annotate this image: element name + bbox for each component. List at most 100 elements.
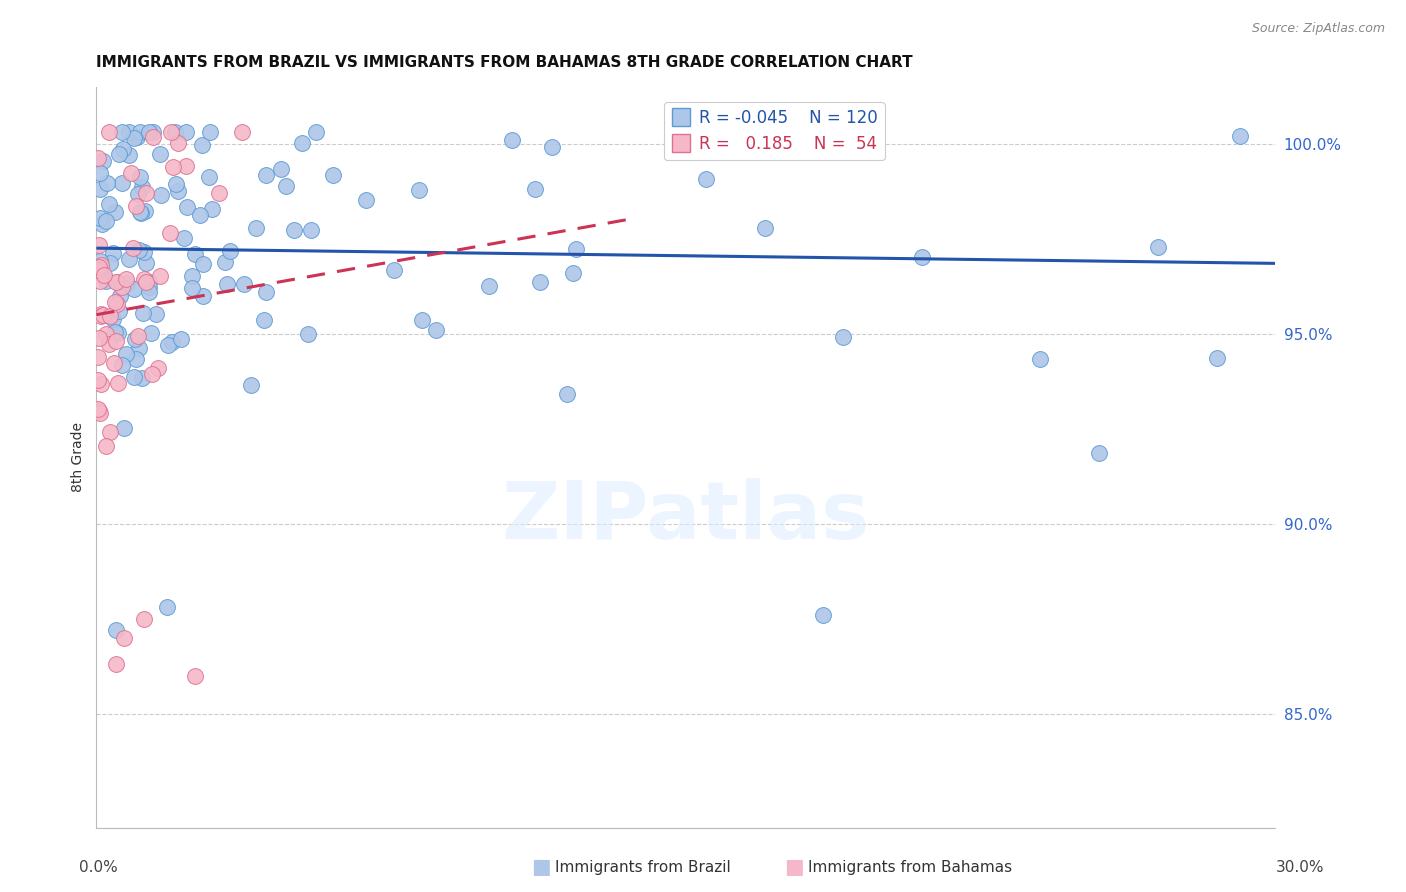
Point	[118, 148, 141, 162]
Point	[91, 217, 114, 231]
Point	[478, 279, 501, 293]
Point	[90, 265, 112, 279]
Point	[87, 151, 110, 165]
Point	[163, 125, 186, 139]
Point	[87, 351, 110, 365]
Point	[111, 177, 134, 191]
Point	[132, 271, 155, 285]
Point	[122, 282, 145, 296]
Point	[105, 297, 128, 311]
Point	[132, 612, 155, 626]
Point	[1146, 240, 1168, 254]
Point	[108, 304, 131, 318]
Point	[146, 361, 169, 376]
Point	[231, 125, 253, 139]
Text: 30.0%: 30.0%	[1277, 860, 1324, 874]
Point	[183, 669, 205, 683]
Point	[89, 253, 111, 268]
Point	[91, 308, 114, 322]
Y-axis label: 8th Grade: 8th Grade	[72, 422, 86, 492]
Point	[541, 140, 564, 154]
Point	[274, 179, 297, 194]
Point	[115, 272, 138, 286]
Point	[270, 162, 292, 177]
Point	[89, 331, 111, 345]
Point	[135, 275, 157, 289]
Point	[239, 377, 262, 392]
Point	[128, 125, 150, 139]
Point	[565, 242, 588, 256]
Point	[141, 368, 163, 382]
Point	[87, 260, 110, 274]
Point	[108, 146, 131, 161]
Point	[89, 237, 111, 252]
Point	[134, 204, 156, 219]
Point	[138, 275, 160, 289]
Point	[191, 137, 214, 152]
Point	[160, 125, 183, 139]
Point	[111, 142, 134, 156]
Point	[122, 131, 145, 145]
Point	[135, 186, 157, 200]
Point	[169, 332, 191, 346]
Point	[291, 136, 314, 151]
Point	[87, 403, 110, 417]
Point	[112, 420, 135, 434]
Point	[408, 183, 430, 197]
Point	[132, 306, 155, 320]
Point	[107, 376, 129, 390]
Point	[138, 285, 160, 299]
Point	[425, 323, 447, 337]
Point	[131, 371, 153, 385]
Point	[96, 274, 118, 288]
Point	[138, 125, 160, 139]
Point	[695, 171, 717, 186]
Point	[193, 289, 215, 303]
Point	[232, 277, 254, 291]
Point	[124, 332, 146, 346]
Text: 0.0%: 0.0%	[79, 860, 118, 874]
Point	[91, 153, 114, 168]
Point	[181, 281, 204, 295]
Point	[89, 274, 111, 288]
Point	[105, 275, 128, 289]
Point	[188, 208, 211, 222]
Point	[524, 182, 547, 196]
Point	[218, 244, 240, 258]
Point	[135, 256, 157, 270]
Point	[96, 214, 118, 228]
Point	[117, 125, 139, 139]
Point	[127, 129, 149, 144]
Point	[181, 268, 204, 283]
Point	[208, 186, 231, 200]
Point	[89, 182, 111, 196]
Point	[101, 312, 124, 326]
Point	[411, 313, 433, 327]
Point	[1229, 128, 1251, 143]
Point	[162, 161, 184, 175]
Point	[142, 130, 165, 145]
Point	[1028, 351, 1050, 366]
Point	[105, 624, 128, 638]
Point	[90, 377, 112, 392]
Point	[149, 146, 172, 161]
Point	[174, 125, 197, 139]
Point	[555, 386, 578, 401]
Point	[90, 258, 112, 272]
Point	[96, 177, 118, 191]
Point	[1087, 445, 1109, 459]
Point	[305, 125, 328, 139]
Point	[183, 247, 205, 261]
Point	[121, 241, 143, 255]
Point	[129, 205, 152, 219]
Point	[111, 359, 134, 373]
Point	[356, 193, 378, 207]
Point	[149, 268, 172, 283]
Point	[87, 373, 110, 387]
Point	[93, 268, 115, 282]
Legend: R = -0.045    N = 120, R =   0.185    N =  54: R = -0.045 N = 120, R = 0.185 N = 54	[664, 103, 884, 160]
Point	[110, 289, 132, 303]
Point	[283, 223, 305, 237]
Point	[107, 326, 129, 340]
Point	[191, 256, 214, 270]
